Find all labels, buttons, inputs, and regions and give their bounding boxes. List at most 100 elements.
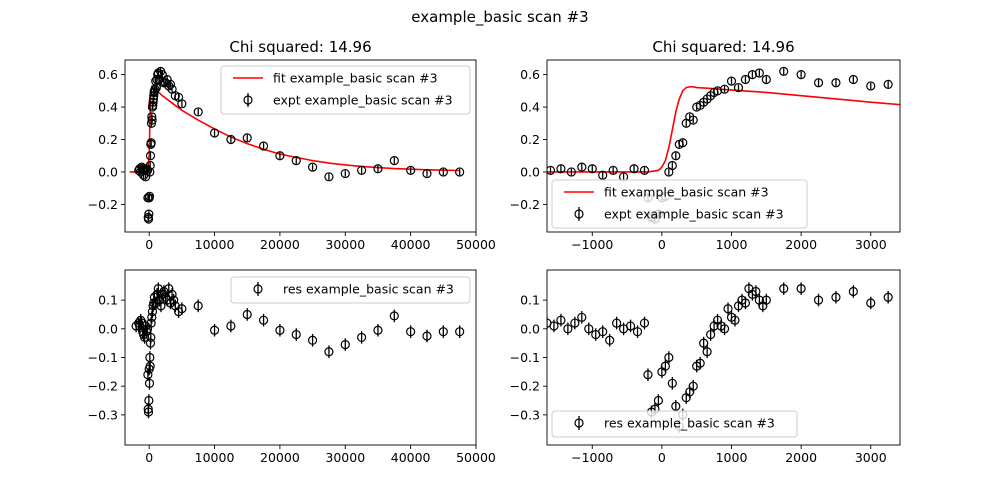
data-point <box>712 86 723 96</box>
data-point <box>145 160 155 171</box>
data-point <box>455 167 465 177</box>
chart-panel-top-right: Chi squared: 14.96 −1000 0 1000 2000 3000 −0.2… <box>510 38 901 252</box>
data-point <box>455 325 465 338</box>
data-point <box>667 160 677 171</box>
x-tick: 20000 <box>260 232 300 252</box>
legend-label: res example_basic scan #3 <box>283 282 454 297</box>
y-tick-label: 0.0 <box>98 321 118 336</box>
x-tick: −1000 <box>571 445 613 465</box>
data-point <box>275 323 285 337</box>
y-tick: −0.2 <box>88 197 125 212</box>
data-point <box>577 311 587 324</box>
y-tick-label: 0.0 <box>520 164 540 179</box>
legend-marker-swatch <box>243 93 253 107</box>
x-tick: 0 <box>658 232 666 252</box>
x-tick-label: 40000 <box>391 237 431 252</box>
data-point <box>406 325 416 338</box>
y-tick: 0.6 <box>98 67 125 82</box>
data-point <box>848 285 858 298</box>
x-tick-label: 10000 <box>195 237 235 252</box>
data-point <box>584 322 594 336</box>
data-point <box>754 68 764 78</box>
data-point <box>146 316 156 330</box>
y-tick: 0.4 <box>98 100 125 115</box>
axes-frame <box>546 59 901 233</box>
axes-frame <box>124 59 477 233</box>
data-point <box>740 296 751 310</box>
data-point <box>566 167 576 177</box>
y-tick: 0.2 <box>520 132 547 147</box>
data-point <box>307 333 318 347</box>
data-point <box>144 394 154 407</box>
data-point <box>258 141 269 151</box>
data-point <box>587 164 597 174</box>
chart-panels: Chi squared: 14.960 10000 20000 30000 40000 5… <box>88 38 901 465</box>
data-point <box>547 165 556 175</box>
data-point <box>340 168 350 179</box>
data-point <box>357 331 367 344</box>
y-tick-label: −0.1 <box>88 350 118 365</box>
data-point <box>664 351 674 364</box>
data-point <box>719 84 730 94</box>
x-tick-label: 0 <box>145 450 153 465</box>
y-tick-label: 0.1 <box>520 293 540 308</box>
data-point <box>169 293 179 307</box>
y-tick: 0.0 <box>98 321 125 336</box>
x-tick-label: 0 <box>145 237 153 252</box>
y-tick-label: 0.6 <box>98 67 118 82</box>
data-point <box>556 313 566 327</box>
x-tick-label: 10000 <box>195 450 235 465</box>
data-point <box>719 322 730 336</box>
x-tick-label: 1000 <box>716 450 748 465</box>
x-tick-label: 3000 <box>855 237 887 252</box>
x-tick: 2000 <box>785 445 817 465</box>
y-tick: −0.1 <box>88 350 125 365</box>
y-tick: −0.2 <box>510 197 547 212</box>
y-tick: 0.0 <box>520 321 547 336</box>
data-point <box>193 299 203 313</box>
data-point <box>549 319 559 333</box>
x-tick-label: 2000 <box>785 450 817 465</box>
x-tick-label: 0 <box>658 237 666 252</box>
x-tick-label: 20000 <box>260 450 300 465</box>
legend: fit example_basic scan #3 expt example_ba… <box>220 65 471 115</box>
data-point <box>145 359 155 373</box>
legend-label: fit example_basic scan #3 <box>604 185 769 200</box>
data-point <box>660 359 670 373</box>
data-point <box>779 66 789 76</box>
data-point <box>883 79 893 89</box>
data-point <box>667 377 677 390</box>
data-point <box>146 138 156 148</box>
data-point <box>140 319 151 333</box>
data-point <box>144 191 155 201</box>
data-point <box>165 79 176 89</box>
x-tick-label: 20000 <box>260 237 300 252</box>
data-point <box>706 328 716 341</box>
x-tick: 30000 <box>325 232 365 252</box>
data-point <box>556 164 566 174</box>
data-point <box>761 293 771 307</box>
data-point <box>373 323 383 337</box>
x-tick-label: 50000 <box>456 237 496 252</box>
x-tick: 50000 <box>456 232 496 252</box>
data-point <box>144 209 154 219</box>
x-tick: 40000 <box>391 445 431 465</box>
data-point <box>671 399 681 413</box>
data-point <box>147 115 157 125</box>
data-point <box>761 74 771 85</box>
data-point <box>422 168 432 179</box>
data-point <box>373 164 383 174</box>
data-point <box>639 316 650 330</box>
data-point <box>143 405 154 419</box>
data-point <box>831 290 841 304</box>
data-point <box>577 162 587 172</box>
data-point <box>167 288 177 301</box>
y-tick-label: −0.2 <box>88 379 118 394</box>
data-point <box>242 308 252 321</box>
legend: res example_basic scan #3 <box>551 410 798 438</box>
y-tick-label: 0.2 <box>98 132 118 147</box>
legend-marker-swatch <box>574 416 584 430</box>
x-tick: 50000 <box>456 445 496 465</box>
data-point <box>324 172 334 182</box>
data-point <box>813 78 824 88</box>
